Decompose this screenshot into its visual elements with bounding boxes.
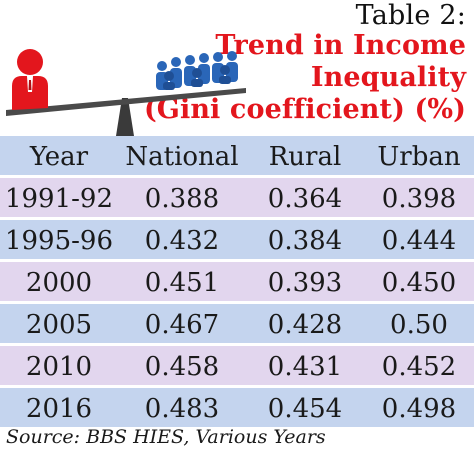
table-cell-national: 0.451 xyxy=(144,268,220,298)
table-row: 1995-96 0.432 0.384 0.444 xyxy=(0,220,474,262)
column-header-national: National xyxy=(125,142,239,172)
seesaw-icon xyxy=(116,98,134,136)
table-cell-national: 0.388 xyxy=(144,184,220,214)
table-cell-year: 1995-96 xyxy=(4,226,114,256)
title-line-1: Trend in Income xyxy=(215,30,466,61)
table-cell-national: 0.432 xyxy=(144,226,220,256)
table-cell-year: 2016 xyxy=(25,394,93,424)
table-cell-year: 2010 xyxy=(25,352,93,382)
table-cell-national: 0.467 xyxy=(144,310,220,340)
seesaw-beam xyxy=(6,88,246,116)
table-row: 2010 0.458 0.431 0.452 xyxy=(0,346,474,388)
table-cell-rural: 0.428 xyxy=(267,310,343,340)
table-cell-urban: 0.498 xyxy=(381,394,457,424)
column-header-year: Year xyxy=(29,142,89,172)
table-cell-urban: 0.50 xyxy=(390,310,448,340)
gini-table: Year National Rural Urban 1991-92 0.388 0.… xyxy=(0,136,474,430)
table-cell-rural: 0.384 xyxy=(267,226,343,256)
table-row: 2005 0.467 0.428 0.50 xyxy=(0,304,474,346)
table-cell-national: 0.483 xyxy=(144,394,220,424)
table-cell-rural: 0.364 xyxy=(267,184,343,214)
inequality-illustration xyxy=(6,49,246,136)
source-note: Source: BBS HIES, Various Years xyxy=(6,426,326,448)
table-cell-year: 2005 xyxy=(25,310,93,340)
table-cell-urban: 0.444 xyxy=(381,226,457,256)
table-cell-urban: 0.452 xyxy=(381,352,457,382)
table-cell-year: 2000 xyxy=(25,268,93,298)
title-line-2: Inequality xyxy=(310,62,466,93)
table-row: 2016 0.483 0.454 0.498 xyxy=(0,388,474,430)
table-cell-rural: 0.431 xyxy=(267,352,343,382)
title-line-3: (Gini coefficient) (%) xyxy=(143,94,466,125)
table-header-row: Year National Rural Urban xyxy=(0,136,474,178)
table-label: Table 2: xyxy=(355,0,466,31)
table-cell-year: 1991-92 xyxy=(4,184,114,214)
table-cell-rural: 0.454 xyxy=(267,394,343,424)
table-cell-national: 0.458 xyxy=(144,352,220,382)
table-cell-urban: 0.450 xyxy=(381,268,457,298)
table-row: 1991-92 0.388 0.364 0.398 xyxy=(0,178,474,220)
table-row: 2000 0.451 0.393 0.450 xyxy=(0,262,474,304)
crowd-icon xyxy=(156,51,238,90)
column-header-urban: Urban xyxy=(377,142,461,172)
table-cell-rural: 0.393 xyxy=(267,268,343,298)
table-cell-urban: 0.398 xyxy=(381,184,457,214)
column-header-rural: Rural xyxy=(268,142,342,172)
single-person-icon xyxy=(12,49,48,110)
